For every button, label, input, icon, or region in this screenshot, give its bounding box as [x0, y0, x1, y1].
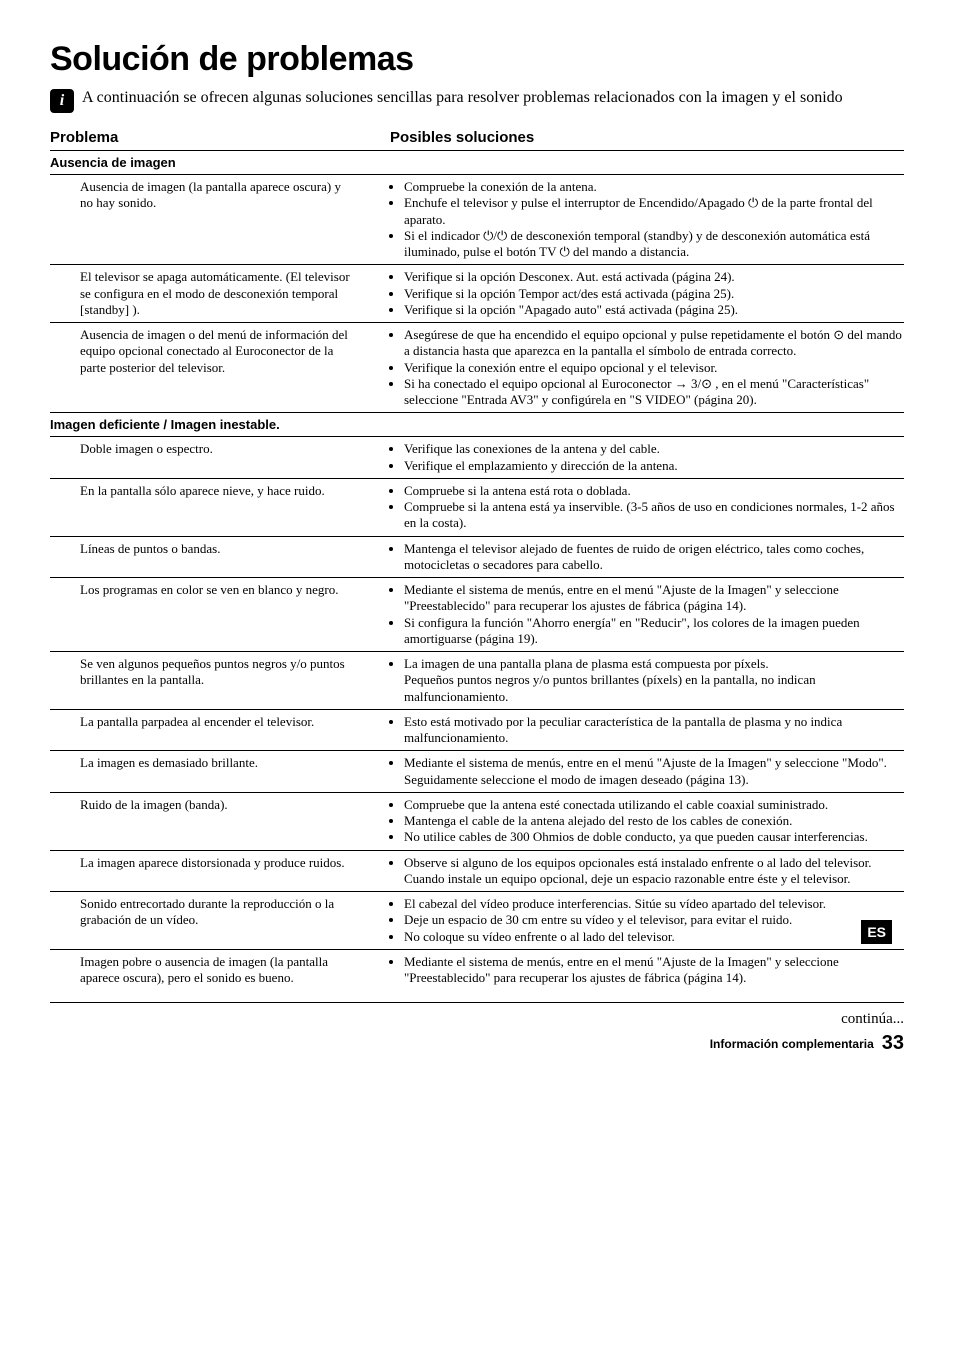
- solution-item: Verifique la conexión entre el equipo op…: [404, 360, 904, 376]
- intro-text: A continuación se ofrecen algunas soluci…: [82, 87, 843, 109]
- solution-item: Mantenga el cable de la antena alejado d…: [404, 813, 868, 829]
- solution-cell: Verifique si la opción Desconex. Aut. es…: [360, 269, 738, 318]
- solution-cell: Mediante el sistema de menús, entre en e…: [360, 954, 904, 987]
- solution-item: Si ha conectado el equipo opcional al Eu…: [404, 376, 904, 409]
- page-title: Solución de problemas: [50, 40, 904, 79]
- solution-cell: Mantenga el televisor alejado de fuentes…: [360, 541, 904, 574]
- solution-item: Deje un espacio de 30 cm entre su vídeo …: [404, 912, 826, 928]
- solution-item: Mediante el sistema de menús, entre en e…: [404, 755, 904, 788]
- solution-item: Observe si alguno de los equipos opciona…: [404, 855, 872, 888]
- solution-item: Mantenga el televisor alejado de fuentes…: [404, 541, 904, 574]
- continues-label: continúa...: [50, 1011, 904, 1028]
- solution-cell: Asegúrese de que ha encendido el equipo …: [360, 327, 904, 408]
- solution-item: Esto está motivado por la peculiar carac…: [404, 714, 904, 747]
- column-header-soluciones: Posibles soluciones: [390, 129, 534, 146]
- solution-item: Verifique las conexiones de la antena y …: [404, 441, 678, 457]
- solution-cell: Observe si alguno de los equipos opciona…: [360, 855, 872, 888]
- solution-item: Compruebe la conexión de la antena.: [404, 179, 904, 195]
- solution-cell: Compruebe la conexión de la antena.Enchu…: [360, 179, 904, 260]
- solution-item: Asegúrese de que ha encendido el equipo …: [404, 327, 904, 360]
- column-header-problema: Problema: [50, 129, 390, 146]
- solution-cell: Compruebe si la antena está rota o dobla…: [360, 483, 904, 532]
- problem-text: La imagen es demasiado brillante.: [50, 755, 360, 788]
- problem-text: La imagen aparece distorsionada y produc…: [50, 855, 360, 888]
- solution-cell: Esto está motivado por la peculiar carac…: [360, 714, 904, 747]
- solution-cell: Compruebe que la antena esté conectada u…: [360, 797, 868, 846]
- solution-item: Mediante el sistema de menús, entre en e…: [404, 582, 904, 615]
- solution-item: Si el indicador ⏻/⏻ de desconexión tempo…: [404, 228, 904, 261]
- problem-text: Imagen pobre o ausencia de imagen (la pa…: [50, 954, 360, 987]
- solution-item: La imagen de una pantalla plana de plasm…: [404, 656, 904, 705]
- problem-text: Ausencia de imagen (la pantalla aparece …: [50, 179, 360, 260]
- footer-section-label: Información complementaria: [710, 1037, 874, 1051]
- info-icon: i: [50, 89, 74, 113]
- solution-item: Verifique el emplazamiento y dirección d…: [404, 458, 678, 474]
- language-badge: ES: [861, 920, 892, 944]
- solution-cell: Verifique las conexiones de la antena y …: [360, 441, 678, 474]
- section-heading: Ausencia de imagen: [50, 150, 904, 174]
- problem-text: Los programas en color se ven en blanco …: [50, 582, 360, 647]
- solution-cell: El cabezal del vídeo produce interferenc…: [360, 896, 826, 945]
- solution-cell: La imagen de una pantalla plana de plasm…: [360, 656, 904, 705]
- problem-text: La pantalla parpadea al encender el tele…: [50, 714, 360, 747]
- solution-item: Si configura la función "Ahorro energía"…: [404, 615, 904, 648]
- solution-item: Compruebe si la antena está rota o dobla…: [404, 483, 904, 499]
- solution-item: Compruebe que la antena esté conectada u…: [404, 797, 868, 813]
- problem-text: Ausencia de imagen o del menú de informa…: [50, 327, 360, 408]
- problem-text: Doble imagen o espectro.: [50, 441, 360, 474]
- solution-cell: Mediante el sistema de menús, entre en e…: [360, 755, 904, 788]
- solution-item: No coloque su vídeo enfrente o al lado d…: [404, 929, 826, 945]
- problem-text: Se ven algunos pequeños puntos negros y/…: [50, 656, 360, 705]
- solution-item: Verifique si la opción "Apagado auto" es…: [404, 302, 738, 318]
- problem-text: Ruido de la imagen (banda).: [50, 797, 360, 846]
- problem-text: El televisor se apaga automáticamente. (…: [50, 269, 360, 318]
- problem-text: En la pantalla sólo aparece nieve, y hac…: [50, 483, 360, 532]
- solution-item: Verifique si la opción Tempor act/des es…: [404, 286, 738, 302]
- problem-text: Sonido entrecortado durante la reproducc…: [50, 896, 360, 945]
- page-number: 33: [882, 1032, 904, 1055]
- problem-text: Líneas de puntos o bandas.: [50, 541, 360, 574]
- solution-item: Enchufe el televisor y pulse el interrup…: [404, 195, 904, 228]
- solution-item: Compruebe si la antena está ya inservibl…: [404, 499, 904, 532]
- solution-item: Mediante el sistema de menús, entre en e…: [404, 954, 904, 987]
- solution-cell: Mediante el sistema de menús, entre en e…: [360, 582, 904, 647]
- section-heading: Imagen deficiente / Imagen inestable.: [50, 412, 904, 436]
- solution-item: Verifique si la opción Desconex. Aut. es…: [404, 269, 738, 285]
- solution-item: El cabezal del vídeo produce interferenc…: [404, 896, 826, 912]
- solution-item: No utilice cables de 300 Ohmios de doble…: [404, 829, 868, 845]
